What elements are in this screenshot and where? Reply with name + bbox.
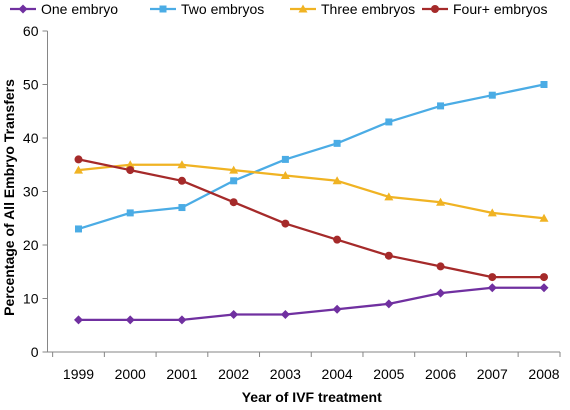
data-point-one-embryo [487, 283, 497, 293]
x-tick-label: 2005 [373, 366, 404, 382]
data-point-three-embryos [229, 165, 239, 174]
legend-label-one-embryo: One embryo [41, 1, 118, 17]
legend-marker-three-embryos [298, 4, 308, 13]
y-tick-label: 20 [23, 237, 39, 253]
legend-label-three-embryos: Three embryos [321, 1, 415, 17]
data-point-two-embryos [75, 225, 82, 233]
data-point-one-embryo [125, 315, 135, 325]
data-point-one-embryo [384, 299, 394, 309]
data-point-three-embryos [487, 208, 497, 217]
series-line-four-embryos [77, 158, 546, 279]
y-tick-label: 10 [23, 291, 39, 307]
data-point-two-embryos [488, 91, 496, 99]
y-tick-label: 30 [23, 184, 39, 200]
data-point-four-embryos [436, 262, 445, 271]
legend: One embryo Two embryos Three embryos Four+ … [10, 1, 548, 17]
data-point-two-embryos [230, 177, 238, 185]
data-point-two-embryos [333, 139, 341, 147]
data-point-one-embryo [332, 304, 342, 314]
data-point-three-embryos [74, 165, 83, 174]
legend-marker-one-embryo [18, 4, 28, 14]
x-tick-label: 2003 [270, 366, 301, 382]
legend-item-three-embryos: Three embryos [290, 1, 415, 17]
data-point-one-embryo [280, 310, 290, 320]
x-axis-title: Year of IVF treatment [242, 389, 382, 405]
y-axis-title: Percentage of All Embryo Transfers [1, 79, 17, 316]
legend-label-four-embryos: Four+ embryos [453, 1, 548, 17]
series-line-three-embryos [77, 163, 546, 220]
data-point-two-embryos [281, 155, 289, 163]
legend-label-two-embryos: Two embryos [181, 1, 264, 17]
data-point-three-embryos [539, 213, 549, 222]
data-point-four-embryos [74, 155, 83, 164]
legend-marker-four-embryos [431, 5, 439, 13]
data-point-two-embryos [178, 204, 186, 212]
data-point-one-embryo [74, 315, 83, 325]
data-point-four-embryos [333, 235, 342, 244]
data-point-four-embryos [281, 219, 290, 228]
x-tick-label: 2007 [477, 366, 508, 382]
data-point-three-embryos [384, 192, 394, 201]
series-three-embryos [74, 160, 549, 222]
data-point-two-embryos [126, 209, 134, 217]
data-point-one-embryo [177, 315, 187, 325]
series-line-two-embryos [77, 83, 546, 231]
data-point-three-embryos [125, 160, 135, 169]
y-axis-ticks: 0 10 20 30 40 50 60 [23, 23, 48, 360]
data-point-four-embryos [126, 166, 135, 175]
series-two-embryos [75, 81, 548, 233]
data-point-two-embryos [437, 102, 445, 110]
y-tick-label: 60 [23, 23, 39, 39]
data-point-three-embryos [436, 197, 446, 206]
legend-item-two-embryos: Two embryos [150, 1, 264, 17]
y-tick-label: 50 [23, 77, 39, 93]
legend-marker-two-embryos [159, 5, 167, 13]
data-point-one-embryo [229, 310, 239, 320]
data-point-four-embryos [229, 198, 238, 207]
x-tick-label: 2006 [425, 366, 456, 382]
series-one-embryo [74, 283, 549, 325]
series-group [74, 81, 549, 325]
x-tick-label: 2004 [322, 366, 353, 382]
y-tick-label: 40 [23, 130, 39, 146]
data-point-four-embryos [540, 273, 548, 282]
series-four-embryos [74, 155, 548, 282]
axes [47, 31, 560, 353]
y-tick-label: 0 [31, 344, 39, 360]
x-tick-label: 2008 [528, 366, 559, 382]
x-tick-label: 2000 [115, 366, 146, 382]
x-axis-ticks: 1999 2000 2001 2002 2003 2004 2005 2006 2007 2008 [52, 352, 561, 382]
x-tick-label: 1999 [63, 366, 94, 382]
data-point-four-embryos [488, 273, 497, 282]
data-point-one-embryo [539, 283, 549, 293]
legend-item-one-embryo: One embryo [10, 1, 118, 17]
data-point-three-embryos [177, 160, 187, 169]
series-line-one-embryo [77, 286, 546, 322]
data-point-three-embryos [332, 176, 342, 185]
data-point-four-embryos [177, 176, 186, 185]
data-point-two-embryos [540, 81, 548, 88]
legend-item-four-embryos: Four+ embryos [422, 1, 548, 17]
data-point-two-embryos [385, 118, 393, 126]
x-tick-label: 2001 [166, 366, 197, 382]
x-tick-label: 2002 [218, 366, 249, 382]
data-point-four-embryos [384, 251, 393, 260]
data-point-three-embryos [280, 170, 290, 179]
data-point-one-embryo [436, 288, 446, 298]
